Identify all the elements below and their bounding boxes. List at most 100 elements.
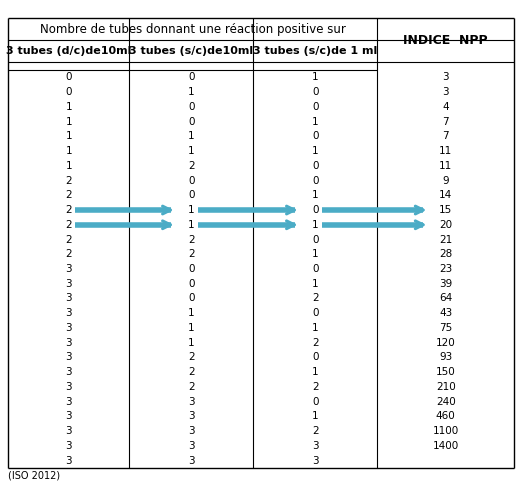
Text: 3: 3	[188, 412, 195, 422]
Text: 2: 2	[65, 234, 72, 244]
Text: 1: 1	[65, 132, 72, 141]
Text: 3: 3	[188, 396, 195, 406]
Text: 1: 1	[188, 220, 195, 230]
Text: 2: 2	[312, 294, 319, 304]
Text: 2: 2	[65, 220, 72, 230]
Text: 0: 0	[312, 396, 318, 406]
Text: 3: 3	[442, 87, 449, 97]
Text: 3: 3	[65, 278, 72, 288]
Text: 11: 11	[439, 161, 453, 171]
Text: 1: 1	[188, 87, 195, 97]
Text: 21: 21	[439, 234, 453, 244]
Text: 150: 150	[436, 367, 456, 377]
Text: 3: 3	[65, 323, 72, 333]
Text: 120: 120	[436, 338, 456, 347]
Text: 1: 1	[312, 72, 319, 83]
Text: 1400: 1400	[433, 441, 459, 451]
Text: 0: 0	[188, 102, 195, 112]
Text: 2: 2	[188, 382, 195, 392]
Text: 0: 0	[188, 278, 195, 288]
Text: 2: 2	[312, 426, 319, 436]
Text: 3: 3	[65, 412, 72, 422]
Text: 2: 2	[65, 176, 72, 186]
Text: 1: 1	[188, 323, 195, 333]
Text: 7: 7	[442, 116, 449, 126]
Text: 0: 0	[312, 87, 318, 97]
Text: 3: 3	[65, 264, 72, 274]
Text: 3 tubes (s/c)de10ml: 3 tubes (s/c)de10ml	[129, 46, 254, 56]
Text: 210: 210	[436, 382, 456, 392]
Text: 3: 3	[65, 456, 72, 466]
Text: 1: 1	[312, 116, 319, 126]
Text: 0: 0	[188, 264, 195, 274]
Text: 20: 20	[439, 220, 452, 230]
Text: 3: 3	[65, 382, 72, 392]
Text: 0: 0	[312, 102, 318, 112]
Text: 3: 3	[312, 456, 319, 466]
Text: 1: 1	[188, 308, 195, 318]
Text: 0: 0	[188, 116, 195, 126]
Text: 2: 2	[65, 250, 72, 260]
Text: 2: 2	[65, 205, 72, 215]
Text: 3: 3	[312, 441, 319, 451]
Text: 1: 1	[188, 338, 195, 347]
Text: 1100: 1100	[433, 426, 459, 436]
Text: 3 tubes (s/c)de 1 ml: 3 tubes (s/c)de 1 ml	[253, 46, 377, 56]
Text: 2: 2	[188, 352, 195, 362]
Text: 0: 0	[312, 205, 318, 215]
Text: 1: 1	[312, 367, 319, 377]
Text: Nombre de tubes donnant une réaction positive sur: Nombre de tubes donnant une réaction pos…	[40, 22, 346, 36]
Text: 0: 0	[65, 72, 72, 83]
Text: 3: 3	[65, 338, 72, 347]
Text: 3: 3	[65, 294, 72, 304]
Text: 7: 7	[442, 132, 449, 141]
Text: 1: 1	[312, 146, 319, 156]
Text: 3: 3	[188, 426, 195, 436]
Text: 0: 0	[312, 234, 318, 244]
Text: 39: 39	[439, 278, 453, 288]
Text: 93: 93	[439, 352, 453, 362]
Text: 11: 11	[439, 146, 453, 156]
Text: INDICE  NPP: INDICE NPP	[404, 34, 488, 46]
Text: 3: 3	[65, 441, 72, 451]
Text: 1: 1	[312, 278, 319, 288]
Text: 2: 2	[65, 190, 72, 200]
Text: 1: 1	[312, 412, 319, 422]
Text: 3: 3	[65, 396, 72, 406]
Text: 0: 0	[312, 176, 318, 186]
Text: 28: 28	[439, 250, 453, 260]
Text: 0: 0	[188, 72, 195, 83]
Text: 0: 0	[312, 308, 318, 318]
Text: 1: 1	[312, 250, 319, 260]
Text: 1: 1	[312, 323, 319, 333]
Text: 1: 1	[65, 146, 72, 156]
Text: 4: 4	[442, 102, 449, 112]
Text: 14: 14	[439, 190, 453, 200]
Text: 3: 3	[65, 367, 72, 377]
Text: (ISO 2012): (ISO 2012)	[8, 470, 60, 480]
Text: 3 tubes (d/c)de10ml: 3 tubes (d/c)de10ml	[6, 46, 132, 56]
Text: 2: 2	[188, 234, 195, 244]
Text: 0: 0	[312, 132, 318, 141]
Text: 9: 9	[442, 176, 449, 186]
Text: 3: 3	[65, 308, 72, 318]
Text: 460: 460	[436, 412, 456, 422]
Text: 3: 3	[188, 441, 195, 451]
Text: 15: 15	[439, 205, 453, 215]
Text: 3: 3	[188, 456, 195, 466]
Text: 0: 0	[65, 87, 72, 97]
Text: 1: 1	[65, 161, 72, 171]
Text: 240: 240	[436, 396, 456, 406]
Text: 2: 2	[188, 250, 195, 260]
Text: 1: 1	[188, 132, 195, 141]
Text: 43: 43	[439, 308, 453, 318]
Text: 2: 2	[188, 367, 195, 377]
Text: 0: 0	[312, 352, 318, 362]
Text: 1: 1	[312, 190, 319, 200]
Text: 0: 0	[188, 190, 195, 200]
Text: 1: 1	[188, 146, 195, 156]
Text: 3: 3	[65, 352, 72, 362]
Text: 75: 75	[439, 323, 453, 333]
Text: 1: 1	[312, 220, 319, 230]
Text: 0: 0	[312, 264, 318, 274]
